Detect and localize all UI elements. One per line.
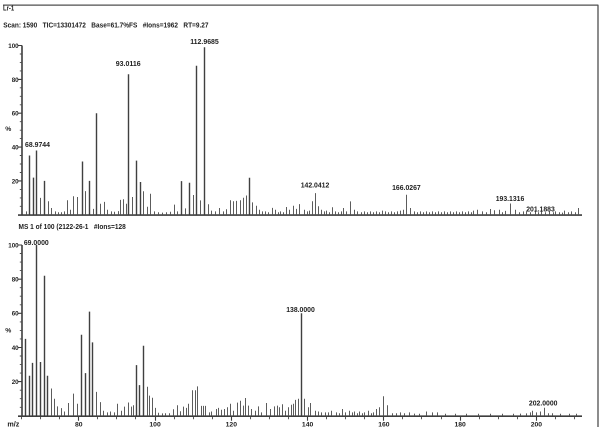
svg-text:160: 160 <box>378 422 390 429</box>
svg-text:166.0267: 166.0267 <box>392 183 421 192</box>
svg-text:80: 80 <box>12 277 19 284</box>
svg-text:142.0412: 142.0412 <box>301 181 330 190</box>
svg-text:Lr-1: Lr-1 <box>3 6 14 13</box>
svg-text:60: 60 <box>12 311 19 318</box>
svg-text:80: 80 <box>12 77 19 84</box>
svg-text:100: 100 <box>8 242 18 249</box>
svg-text:60: 60 <box>12 111 19 118</box>
svg-text:180: 180 <box>454 422 466 429</box>
svg-text:202.0000: 202.0000 <box>529 398 558 407</box>
svg-text:100: 100 <box>8 43 18 50</box>
svg-text:%: % <box>5 126 11 133</box>
svg-text:m/z: m/z <box>7 420 19 429</box>
svg-text:Scan: 1590 TIC=13301472 Ba: Scan: 1590 TIC=13301472 Base=61.7%FS #Io… <box>3 23 208 30</box>
svg-text:100: 100 <box>149 422 161 429</box>
svg-text:80: 80 <box>75 422 83 429</box>
svg-text:20: 20 <box>12 178 19 185</box>
svg-text:%: % <box>5 328 11 335</box>
svg-text:201.1883: 201.1883 <box>526 204 555 213</box>
svg-text:200: 200 <box>531 422 543 429</box>
svg-text:MS 1 of 100 (2122-26-1 #Ions: MS 1 of 100 (2122-26-1 #Ions=128 <box>19 224 126 231</box>
svg-text:120: 120 <box>226 422 238 429</box>
svg-text:69.0000: 69.0000 <box>24 238 49 247</box>
svg-text:138.0000: 138.0000 <box>286 305 315 314</box>
svg-text:112.9685: 112.9685 <box>190 37 219 46</box>
svg-text:140: 140 <box>302 422 314 429</box>
svg-text:40: 40 <box>12 145 19 152</box>
svg-text:68.9744: 68.9744 <box>25 140 51 149</box>
svg-text:93.0116: 93.0116 <box>116 59 141 68</box>
svg-text:193.1316: 193.1316 <box>496 194 525 203</box>
svg-text:40: 40 <box>12 345 19 352</box>
svg-text:20: 20 <box>12 379 19 386</box>
